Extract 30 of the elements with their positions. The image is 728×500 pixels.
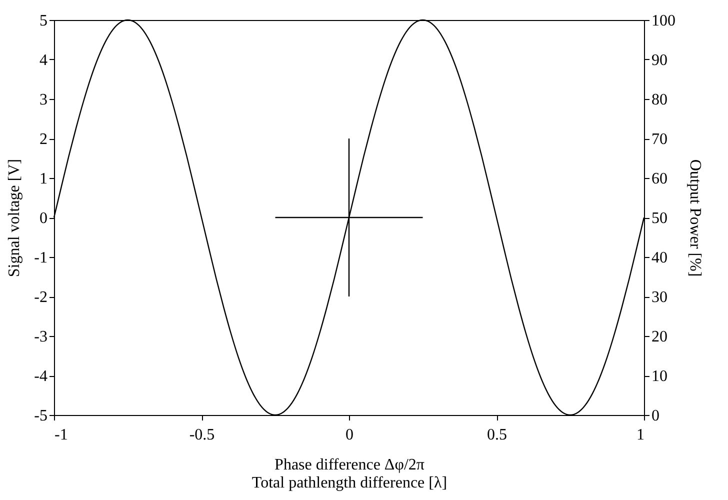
y2-tick-label: 70 [652, 131, 668, 148]
y-tick-label: 2 [40, 131, 48, 148]
x-tick-label: 0 [346, 426, 354, 444]
y-tick-label: -2 [34, 289, 48, 306]
y2-tick-label: 20 [652, 328, 668, 346]
y-tick-label: 4 [40, 52, 48, 69]
x-tick-label: -0.5 [189, 426, 215, 444]
y2-axis-title: Output Power [%] [686, 159, 704, 277]
y2-tick-label: 10 [652, 368, 668, 385]
y2-tick-label: 80 [652, 92, 668, 108]
x-tick-label: -1 [54, 426, 68, 444]
y-tick-label: 1 [40, 170, 48, 188]
y-tick-label: -4 [34, 368, 48, 385]
y-tick-label: 0 [40, 210, 48, 227]
y2-tick-label: 0 [652, 408, 660, 424]
y2-tick-label: 100 [652, 12, 676, 30]
x-axis-title: Phase difference Δφ/2π Total pathlength difference [λ] [252, 456, 448, 492]
y-tick-label: 5 [40, 12, 48, 30]
y2-tick-label: 60 [652, 170, 668, 188]
y2-tick-label: 30 [652, 289, 668, 306]
x-tick-label: 1 [636, 426, 644, 444]
y2-tick-label: 50 [652, 210, 668, 227]
y-tick-label: -3 [34, 328, 48, 346]
y2-tick-label: 90 [652, 52, 668, 69]
y-tick-label: -5 [34, 408, 48, 424]
y2-tick-label: 40 [652, 250, 668, 266]
x-tick-label: 0.5 [487, 426, 507, 444]
y-axis-title: Signal voltage [V] [6, 158, 24, 278]
y-tick-label: -1 [34, 250, 48, 266]
y-tick-label: 3 [40, 92, 48, 108]
